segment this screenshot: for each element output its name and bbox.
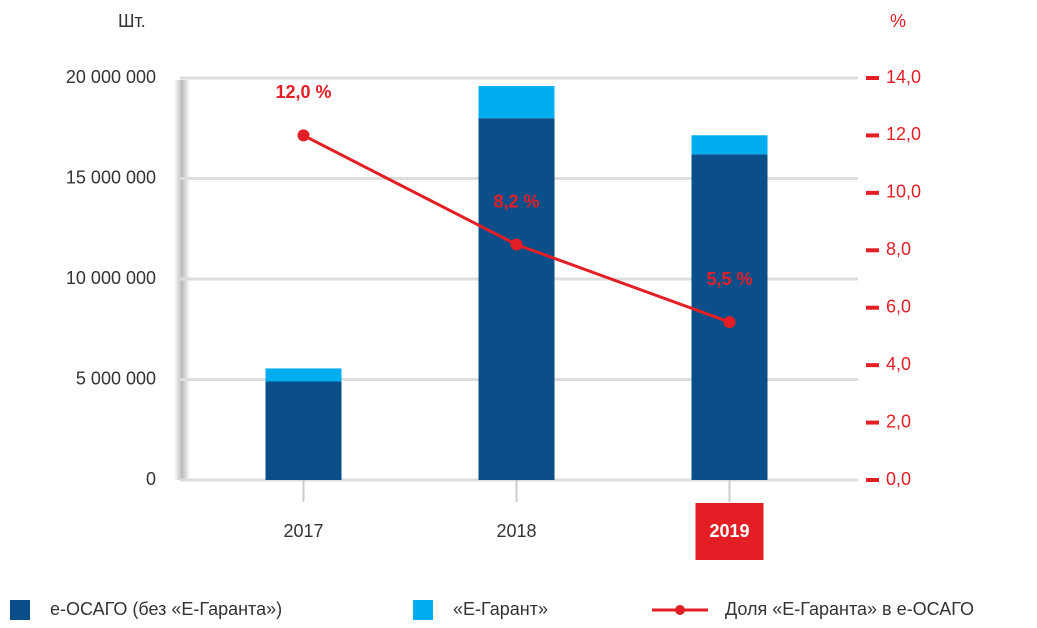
bar <box>265 381 342 480</box>
bar <box>265 368 342 382</box>
legend-swatch <box>413 600 433 620</box>
y2-tick-label: 6,0 <box>886 296 911 316</box>
y2-tick-label: 0,0 <box>886 469 911 489</box>
bar <box>478 86 555 119</box>
legend-label: «Е-Гарант» <box>453 599 548 619</box>
y2-tick-label: 4,0 <box>886 354 911 374</box>
highlight-box <box>695 503 764 560</box>
y-tick-label: 20 000 000 <box>66 67 156 87</box>
x-tick-label: 2018 <box>496 521 536 541</box>
bar <box>478 118 555 480</box>
y2-tick-label: 8,0 <box>886 239 911 259</box>
y-tick-label: 0 <box>146 469 156 489</box>
y2-tick-label: 10,0 <box>886 182 921 202</box>
y-tick-label: 15 000 000 <box>66 167 156 187</box>
y-tick-label: 5 000 000 <box>76 368 156 388</box>
bar <box>691 135 768 155</box>
legend-label: Доля «Е-Гаранта» в е-ОСАГО <box>725 599 974 619</box>
legend-dot <box>675 605 685 615</box>
y2-axis-title: % <box>890 11 906 31</box>
data-label: 12,0 % <box>275 82 331 102</box>
y2-tick-label: 2,0 <box>886 411 911 431</box>
line-point <box>723 316 736 329</box>
line-point <box>297 129 310 142</box>
legend-label: е-ОСАГО (без «Е-Гаранта») <box>50 599 282 619</box>
line-point <box>510 238 523 251</box>
data-label: 8,2 % <box>493 191 539 211</box>
x-tick-label: 2017 <box>283 521 323 541</box>
legend-swatch <box>10 600 30 620</box>
y2-tick-label: 14,0 <box>886 67 921 87</box>
y-tick-label: 10 000 000 <box>66 268 156 288</box>
y2-tick-label: 12,0 <box>886 124 921 144</box>
x-tick-label: 2019 <box>709 521 749 541</box>
data-label: 5,5 % <box>706 269 752 289</box>
y-axis-title: Шт. <box>118 11 146 31</box>
